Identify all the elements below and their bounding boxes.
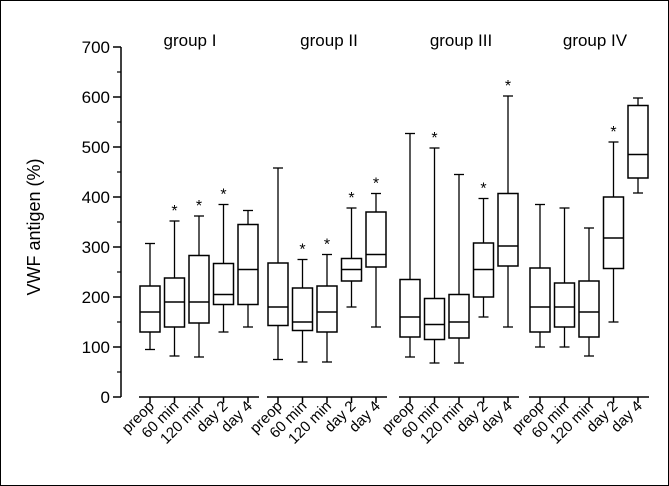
y-tick-label: 500 xyxy=(82,138,110,157)
iqr-box xyxy=(497,192,519,267)
y-tick-label: 0 xyxy=(101,388,110,407)
iqr-box xyxy=(188,254,210,324)
significance-star: * xyxy=(196,198,202,215)
iqr-box xyxy=(627,104,649,179)
iqr-box xyxy=(529,267,551,333)
iqr-box xyxy=(602,196,625,270)
axes: 0 100 200 300 400 500 600 700 VWF antigen (%) xyxy=(24,38,122,407)
y-axis-label: VWF antigen (%) xyxy=(24,158,44,295)
y-tick-label: 700 xyxy=(82,38,110,57)
iqr-box xyxy=(316,285,338,333)
iqr-box xyxy=(553,282,576,328)
iqr-box xyxy=(212,262,235,306)
iqr-box xyxy=(237,223,259,306)
iqr-box xyxy=(291,287,314,332)
iqr-box xyxy=(578,280,600,338)
significance-star: * xyxy=(348,190,354,207)
y-tick-label: 600 xyxy=(82,88,110,107)
iqr-box xyxy=(423,297,446,341)
significance-star: * xyxy=(610,124,616,141)
box-preop: preop xyxy=(119,242,161,437)
significance-star: * xyxy=(171,203,177,220)
significance-star: * xyxy=(220,187,226,204)
y-tick-label: 300 xyxy=(82,238,110,257)
group-label: group I xyxy=(164,31,217,50)
iqr-box xyxy=(448,293,470,339)
y-tick-label: 200 xyxy=(82,288,110,307)
box-preop: preop xyxy=(379,132,421,437)
iqr-box xyxy=(365,211,387,268)
group-label: group II xyxy=(300,31,358,50)
significance-star: * xyxy=(373,176,379,193)
y-tick-label: 100 xyxy=(82,338,110,357)
group-label: group III xyxy=(430,31,492,50)
group-label: group IV xyxy=(563,31,628,50)
y-tick-label: 400 xyxy=(82,188,110,207)
significance-star: * xyxy=(505,78,511,95)
significance-star: * xyxy=(431,130,437,147)
iqr-box xyxy=(267,262,289,327)
iqr-box xyxy=(399,278,421,338)
significance-star: * xyxy=(324,237,330,254)
significance-star: * xyxy=(480,181,486,198)
iqr-box xyxy=(139,285,161,333)
significance-star: * xyxy=(299,242,305,259)
